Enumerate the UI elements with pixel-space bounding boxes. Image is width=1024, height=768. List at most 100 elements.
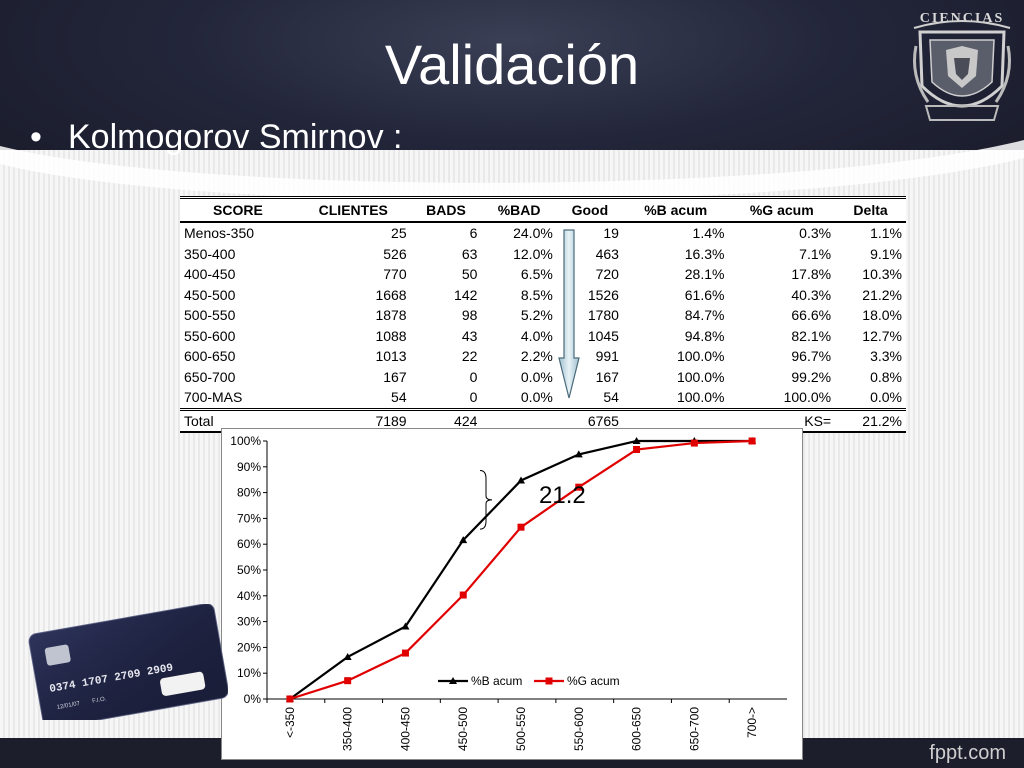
data-point (517, 476, 525, 484)
data-point (459, 536, 468, 544)
table-cell: 1045 (587, 327, 619, 344)
table-row: 450-500 1668 142 8.5% 1526 61.6% 40.3% 2… (180, 285, 906, 306)
table-cell: 66.6% (791, 307, 832, 324)
data-point (633, 446, 641, 454)
table-cell: 1780 (587, 307, 619, 324)
table-row: 550-600 1088 43 4.0% 1045 94.8% 82.1% 12… (180, 326, 906, 347)
table-cell: 600-650 (184, 348, 236, 365)
table-cell: 100.0% (783, 389, 832, 406)
table-cell: 0.0% (520, 389, 553, 406)
table-cell: 54 (391, 389, 407, 406)
legend-marker (449, 677, 457, 684)
col-header: SCORE (180, 196, 296, 223)
col-header: Delta (835, 196, 906, 223)
legend-marker (545, 677, 553, 685)
table-cell: 1013 (375, 348, 407, 365)
y-tick-label: 0% (244, 692, 262, 706)
col-header: Good (556, 196, 623, 223)
table-row: 400-450 770 50 6.5% 720 28.1% 17.8% 10.3… (180, 264, 906, 285)
data-point (401, 622, 410, 630)
data-point (575, 483, 583, 491)
legend-label: %B acum (471, 674, 522, 688)
table-row: Menos-350 25 6 24.0% 19 1.4% 0.3% 1.1% (180, 222, 906, 244)
bullet-text: • Kolmogorov Smirnov : (30, 118, 402, 157)
y-tick-label: 40% (237, 589, 261, 603)
card-code: F.I.O. (92, 696, 107, 704)
col-header: %B acum (622, 196, 729, 223)
table-cell: 16.3% (684, 245, 725, 262)
table-cell: 142 (454, 286, 478, 303)
table-cell: 1668 (375, 286, 407, 303)
table-cell: 1.4% (692, 225, 725, 242)
table-cell: 0.0% (520, 368, 553, 385)
col-header: BADS (410, 196, 482, 223)
x-tick-label: 600-650 (630, 707, 644, 751)
table-cell: 650-700 (184, 368, 236, 385)
x-tick-label: <-350 (283, 707, 297, 738)
table-cell: 50 (461, 266, 478, 283)
data-point (517, 523, 525, 531)
x-tick-label: 700-> (745, 707, 759, 738)
table-cell: 63 (461, 245, 478, 262)
table-cell: 17.8% (791, 266, 832, 283)
y-tick-label: 100% (230, 434, 261, 448)
chart-svg: 0% 10% 20% 30% 40% 50% 60% 70% 80% 90% 100% <-350 35… (230, 434, 787, 751)
table-cell: 500-550 (184, 307, 236, 324)
table-cell: 0.3% (799, 225, 832, 242)
bullet-label: Kolmogorov Smirnov : (68, 118, 403, 156)
y-tick-label: 70% (237, 511, 261, 525)
data-point (690, 439, 698, 447)
table-cell: 2.2% (520, 348, 553, 365)
unam-ciencias-logo: CIENCIAS (913, 11, 1011, 121)
table-cell: 19 (603, 225, 619, 242)
table-cell: 12.0% (513, 245, 553, 262)
table-cell: 720 (595, 266, 619, 283)
table-cell: 167 (595, 368, 619, 385)
table-cell: 9.1% (870, 245, 902, 262)
table-cell: 84.7% (684, 307, 725, 324)
table-cell: 6 (469, 225, 478, 242)
table-cell: 43 (461, 327, 478, 344)
credit-card-image: 0374 1707 2709 2909 12/01/07 F.I.O. (28, 604, 228, 720)
down-arrow-icon (558, 229, 580, 399)
annotation-label: 21.2 (539, 482, 586, 509)
x-tick-label: 650-700 (687, 707, 701, 751)
ks-chart: 0% 10% 20% 30% 40% 50% 60% 70% 80% 90% 100% <-350 35… (221, 428, 803, 760)
y-tick-label: 20% (237, 640, 261, 654)
x-tick-label: 400-450 (398, 707, 412, 751)
data-point (632, 437, 641, 444)
table-cell: 5.2% (520, 307, 553, 324)
data-point (401, 649, 409, 657)
table-cell: Menos-350 (184, 225, 255, 242)
table-cell: 167 (383, 368, 407, 385)
y-tick-label: 30% (237, 615, 261, 629)
header-curve (0, 140, 1024, 201)
table-row: 600-650 1013 22 2.2% 991 100.0% 96.7% 3.… (180, 346, 906, 367)
table-cell: 1878 (375, 307, 407, 324)
table-cell: 18.0% (862, 307, 902, 324)
brace-annotation (479, 469, 493, 530)
table-cell: 25 (391, 225, 407, 242)
data-point (286, 695, 294, 703)
table-cell: 7.1% (799, 245, 832, 262)
y-tick-label: 50% (237, 563, 261, 577)
table-cell: 28.1% (684, 266, 725, 283)
x-tick-label: 550-600 (572, 707, 586, 751)
slide-title: Validación (384, 33, 640, 96)
table-cell: 100.0% (676, 389, 725, 406)
table-header-row: SCORE CLIENTES BADS %BAD Good %B acum %G… (180, 196, 906, 223)
table-cell: 770 (383, 266, 407, 283)
table-cell: 12.7% (862, 327, 902, 344)
table-cell: 94.8% (684, 327, 725, 344)
y-tick-label: 80% (237, 486, 261, 500)
legend-label: %G acum (567, 674, 620, 688)
col-header: CLIENTES (295, 196, 411, 223)
table-cell: 463 (595, 245, 619, 262)
table-cell: 99.2% (791, 368, 832, 385)
table-cell: 10.3% (862, 266, 902, 283)
data-point (748, 437, 756, 445)
table-cell: 0.0% (870, 389, 902, 406)
table-row: 650-700 167 0 0.0% 167 100.0% 99.2% 0.8% (180, 367, 906, 388)
table-row: 700-MAS 54 0 0.0% 54 100.0% 100.0% 0.0% (180, 387, 906, 409)
col-header: %G acum (728, 196, 836, 223)
